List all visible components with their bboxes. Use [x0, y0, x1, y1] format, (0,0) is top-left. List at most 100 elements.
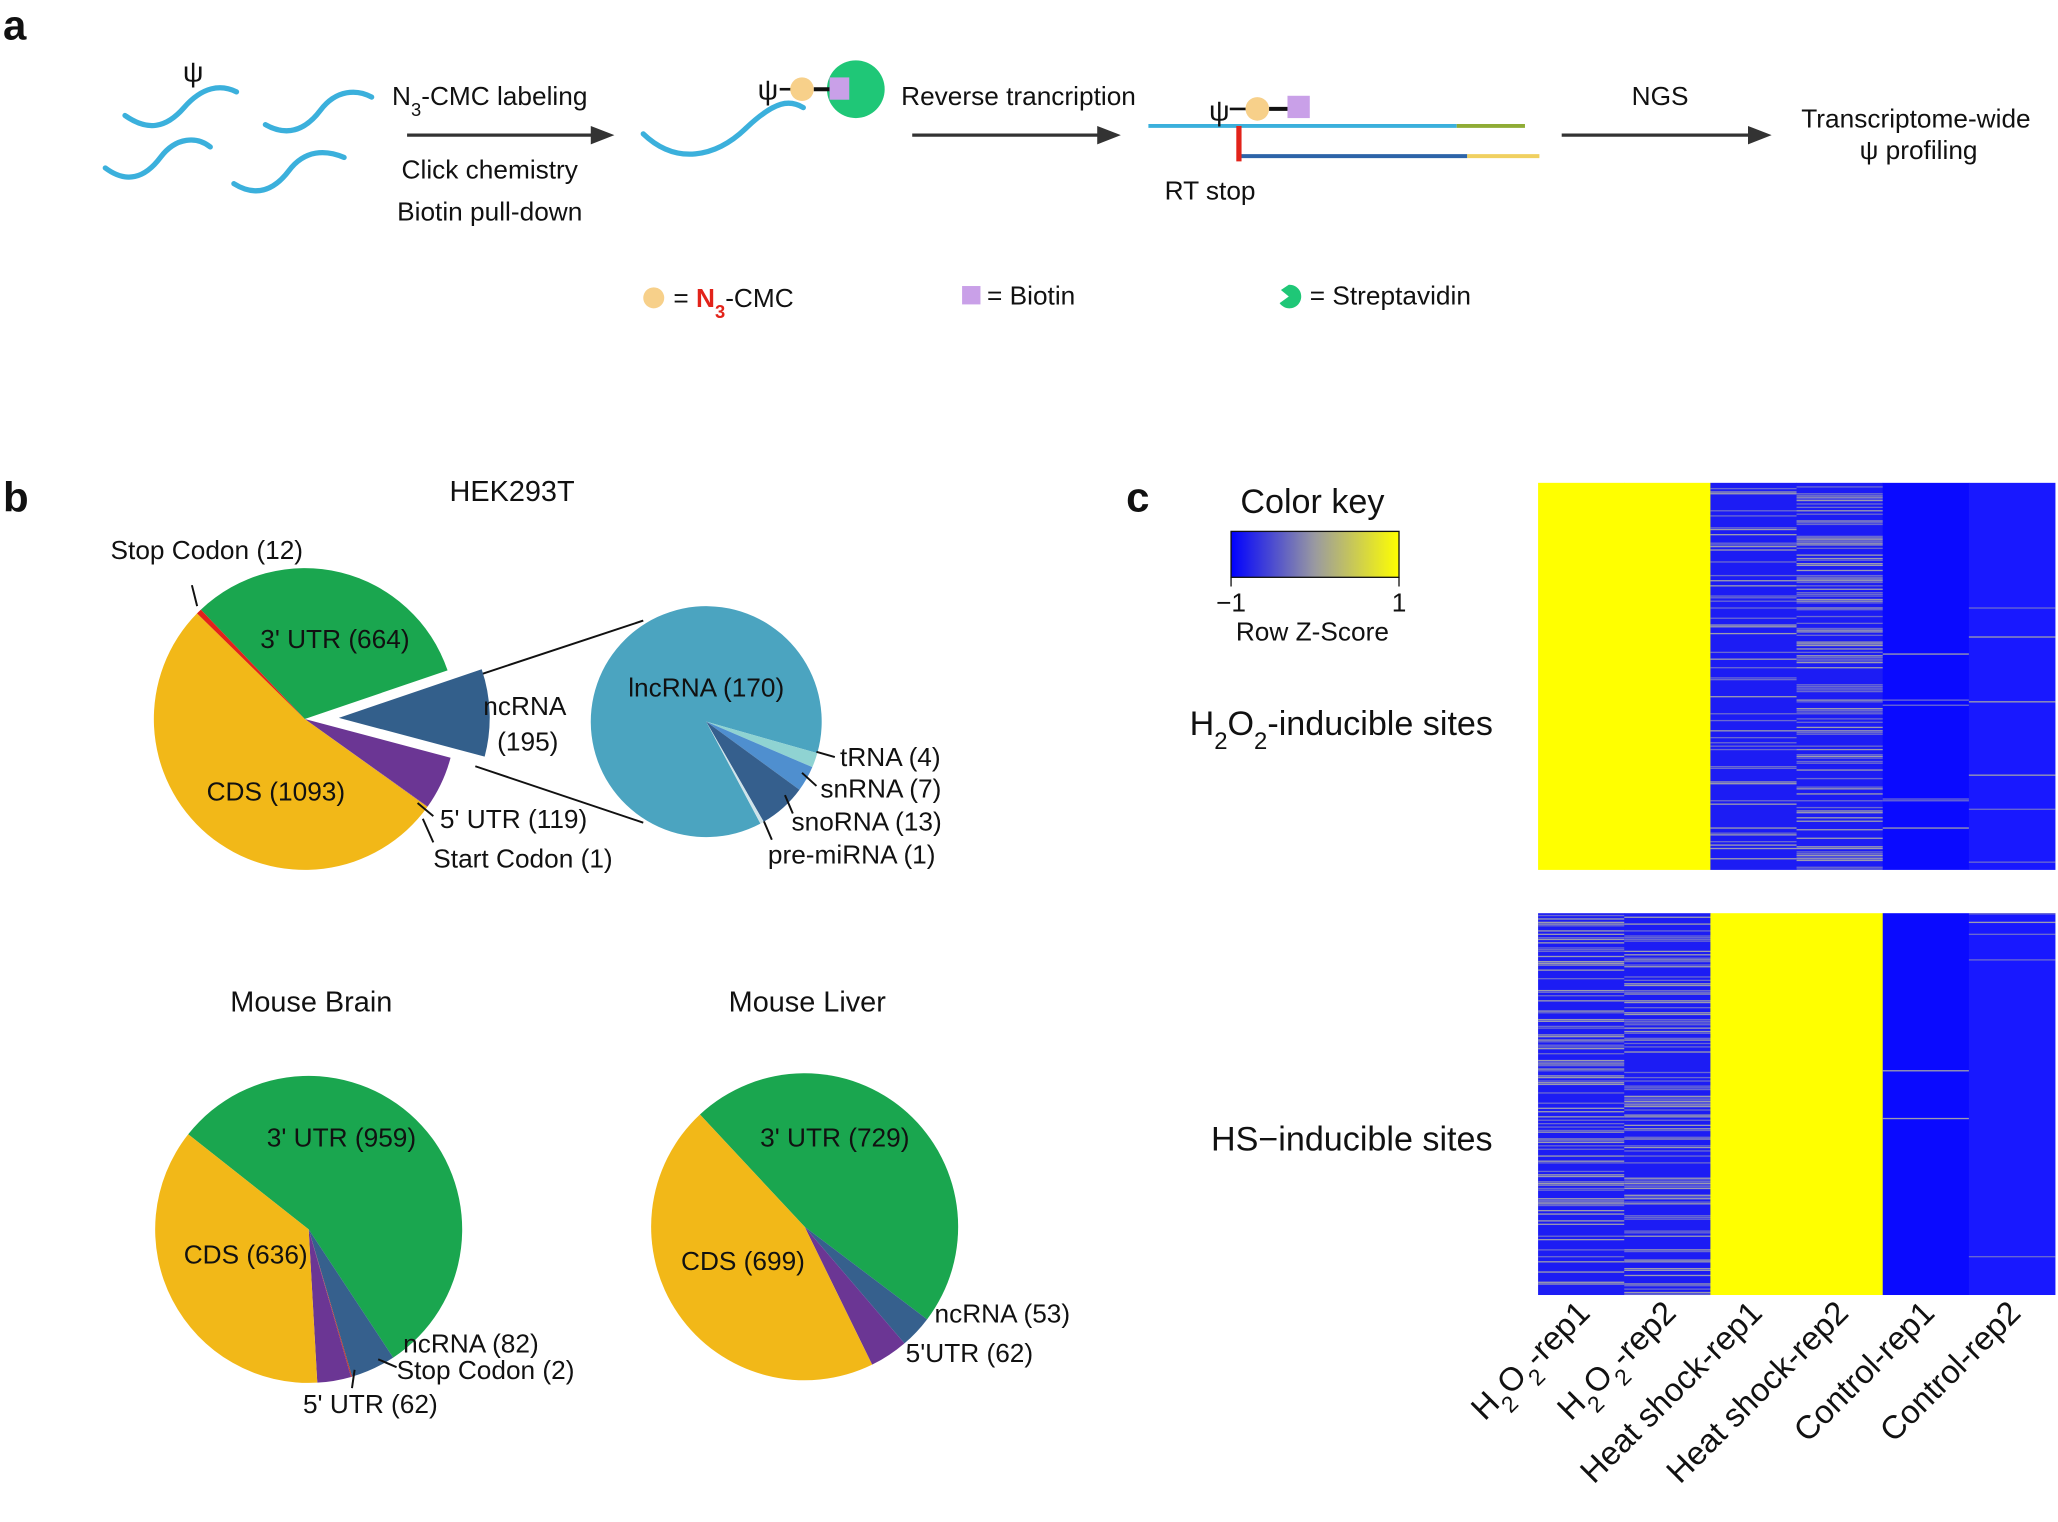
- text-part: ncRNA: [483, 691, 572, 721]
- heat-streak: [1624, 1071, 1711, 1074]
- heat-streak: [1796, 651, 1884, 654]
- heat-streak: [1538, 1039, 1625, 1041]
- heat-streak: [1796, 793, 1884, 795]
- heat-streak: [1624, 1180, 1711, 1183]
- heat-streak: [1796, 707, 1884, 710]
- psi: ψ: [1209, 96, 1230, 128]
- heat-streak: [1538, 1059, 1625, 1062]
- heat-streak: [1796, 499, 1884, 502]
- heat-streak: [1796, 656, 1884, 659]
- heat-streak: [1796, 643, 1884, 645]
- heat-streak: [1538, 995, 1625, 997]
- heat-streak: [1538, 937, 1625, 939]
- cmc: [790, 77, 814, 102]
- heat-streak: [1796, 777, 1884, 780]
- heat-streak: [1796, 622, 1884, 625]
- heat-streak: [1538, 1131, 1625, 1133]
- heat-streak: [1538, 1076, 1625, 1079]
- pie-slice: [308, 1229, 353, 1377]
- heat-column: [1796, 913, 1884, 1296]
- heat-streak: [1624, 1201, 1711, 1203]
- pie-slice: [304, 719, 451, 807]
- heat-streak: [1710, 545, 1797, 548]
- heat-streak: [1882, 1070, 1970, 1072]
- heat-streak: [1624, 1018, 1711, 1021]
- heat-streak: [1882, 798, 1970, 800]
- heat-streak: [1538, 942, 1625, 944]
- heat-streak: [1796, 658, 1884, 660]
- heat-streak: [1882, 800, 1970, 802]
- heat-streak: [1796, 684, 1884, 686]
- heat-streak: [1624, 1187, 1711, 1190]
- heat-streak: [1538, 1187, 1625, 1190]
- leader-line: [421, 818, 435, 843]
- heat-streak: [1624, 1198, 1711, 1200]
- heat-streak: [1710, 528, 1797, 531]
- heat-column: [1796, 482, 1884, 870]
- rna: [122, 85, 240, 129]
- heat-streak: [1624, 966, 1711, 968]
- arrow-head: [1097, 125, 1121, 145]
- heat-streak: [1796, 769, 1884, 771]
- heat-streak: [1538, 914, 1625, 917]
- heat-streak: [1624, 1179, 1711, 1181]
- heat-streak: [1796, 537, 1884, 539]
- heat-streak: [1538, 950, 1625, 953]
- heat-streak: [1796, 829, 1884, 831]
- heat-streak: [1624, 1095, 1711, 1098]
- heat-streak: [1710, 607, 1797, 609]
- heat-streak: [1538, 930, 1625, 932]
- heat-streak: [1624, 916, 1711, 918]
- pies: HEK293T 3' UTR (664) ncRNA (195) 5' UTR (11…: [111, 476, 1071, 1419]
- heat-streak: [1624, 1184, 1711, 1186]
- heat-streak: [1796, 731, 1884, 734]
- step-label: Reverse trancription: [901, 81, 1136, 111]
- slice-label: 3' UTR (664): [260, 624, 409, 654]
- heat-streak: [1538, 1080, 1625, 1082]
- heat-streak: [1796, 733, 1884, 735]
- heat-streak: [1796, 486, 1884, 488]
- heat-streak: [1538, 1271, 1625, 1273]
- heat-streak: [1538, 1162, 1625, 1164]
- heat-streak: [1624, 1288, 1711, 1290]
- heat-streak: [1538, 1047, 1625, 1050]
- slice-label: CDS (699): [681, 1246, 805, 1276]
- heat-streak: [1796, 859, 1884, 862]
- heat-streak: [1624, 1216, 1711, 1219]
- heat-streak: [1624, 940, 1711, 942]
- key-title: Color key: [1240, 483, 1384, 521]
- slice-label: Stop Codon (2): [397, 1355, 575, 1385]
- heat-streak: [1624, 989, 1711, 992]
- heat-streak: [1624, 1114, 1711, 1116]
- heat-streak: [1882, 1117, 1970, 1120]
- heat-streak: [1796, 748, 1884, 751]
- heat-streak: [1796, 574, 1884, 577]
- heat-streak: [1796, 496, 1884, 498]
- heat-streak: [1968, 921, 2056, 924]
- heat-streak: [1624, 979, 1711, 982]
- heat-streak: [1710, 491, 1797, 493]
- leader-line: [190, 584, 199, 607]
- heat-streak: [1710, 624, 1797, 626]
- heat-column: [1710, 482, 1797, 870]
- heat-streak: [1968, 913, 2056, 915]
- heat-streak: [1710, 765, 1797, 768]
- heat-streak: [1538, 1148, 1625, 1150]
- row-label: H2O2-inducible sites: [1190, 705, 1493, 755]
- pie-slice: [308, 1229, 394, 1377]
- text-part: O: [1228, 705, 1255, 743]
- chart-title: HEK293T: [449, 476, 574, 508]
- heat-streak: [1538, 1141, 1625, 1144]
- heat-streak: [1538, 938, 1625, 941]
- pie-slice: [308, 1229, 352, 1383]
- heat-streak: [1624, 1039, 1711, 1041]
- key-tick-label: −1: [1216, 587, 1246, 617]
- heat-streak: [1624, 1203, 1711, 1205]
- heat-streak: [1624, 1218, 1711, 1220]
- heat-streak: [1624, 1182, 1711, 1185]
- step-label: RT stop: [1165, 175, 1256, 205]
- heat-streak: [1796, 837, 1884, 839]
- step-label: NGS: [1632, 81, 1689, 111]
- heat-streak: [1796, 721, 1884, 723]
- pie-slice: [338, 669, 490, 757]
